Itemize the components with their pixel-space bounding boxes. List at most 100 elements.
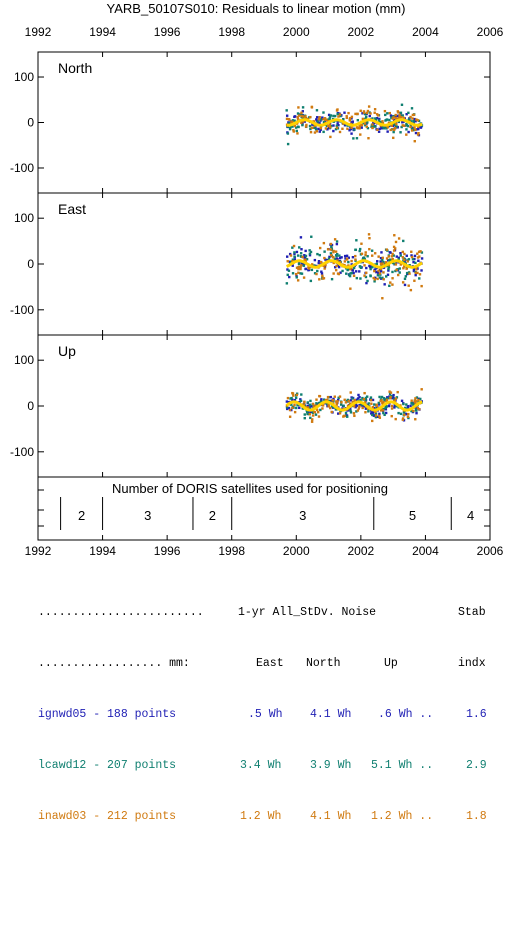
- residual-point-lcawd12: [359, 398, 362, 402]
- residual-point-lcawd12: [330, 405, 334, 408]
- residual-point-ignwd05: [395, 255, 398, 258]
- residual-point-lcawd12: [372, 124, 376, 128]
- residual-point-inawd03: [335, 264, 338, 268]
- residual-point-lcawd12: [407, 111, 410, 115]
- residual-point-inawd03: [379, 267, 383, 271]
- residual-point-lcawd12: [383, 413, 386, 417]
- residual-point-inawd03: [387, 255, 390, 258]
- residual-point-lcawd12: [301, 123, 304, 127]
- residual-point-inawd03: [410, 129, 414, 132]
- residual-point-lcawd12: [374, 415, 378, 419]
- residual-point-inawd03: [390, 404, 394, 408]
- panel-frame: [37, 334, 491, 478]
- residual-point-lcawd12: [359, 277, 362, 280]
- residual-point-lcawd12: [400, 103, 404, 106]
- residual-point-ignwd05: [409, 404, 412, 408]
- residual-point-lcawd12: [308, 124, 312, 128]
- residual-point-lcawd12: [305, 410, 309, 414]
- residual-point-lcawd12: [412, 128, 415, 132]
- residual-point-ignwd05: [355, 398, 359, 401]
- residual-point-inawd03: [416, 252, 419, 255]
- residual-point-inawd03: [343, 260, 347, 263]
- residual-point-inawd03: [358, 125, 361, 128]
- residual-point-lcawd12: [309, 399, 312, 403]
- residual-point-ignwd05: [310, 405, 313, 408]
- residual-point-inawd03: [366, 109, 370, 113]
- residual-point-inawd03: [398, 114, 401, 117]
- residual-point-ignwd05: [412, 260, 415, 264]
- residual-point-lcawd12: [322, 111, 325, 114]
- residual-point-ignwd05: [351, 269, 354, 272]
- residual-point-lcawd12: [295, 392, 299, 395]
- residual-point-lcawd12: [369, 267, 372, 271]
- satellite-panel-title: Number of DORIS satellites used for posi…: [112, 481, 388, 496]
- residual-point-lcawd12: [330, 245, 333, 249]
- residual-point-inawd03: [376, 277, 379, 281]
- residual-point-inawd03: [405, 267, 408, 270]
- residual-point-inawd03: [398, 115, 401, 119]
- residual-point-ignwd05: [348, 129, 351, 132]
- residual-point-inawd03: [336, 108, 339, 111]
- residual-point-inawd03: [377, 269, 380, 272]
- residual-point-ignwd05: [307, 268, 311, 272]
- north-value: 3.9 Wh: [310, 759, 352, 772]
- residual-point-inawd03: [360, 123, 364, 127]
- residual-point-ignwd05: [362, 405, 366, 408]
- residual-point-lcawd12: [367, 410, 370, 413]
- residual-point-inawd03: [381, 256, 384, 260]
- residual-point-inawd03: [327, 405, 330, 408]
- residual-point-inawd03: [346, 404, 350, 407]
- residual-point-lcawd12: [420, 251, 424, 254]
- residual-point-lcawd12: [378, 119, 381, 122]
- residual-point-inawd03: [368, 236, 371, 240]
- residual-point-ignwd05: [383, 283, 386, 286]
- residual-point-lcawd12: [412, 119, 415, 123]
- stab-value: 1.8: [466, 810, 487, 823]
- residual-point-inawd03: [333, 238, 337, 241]
- residual-point-inawd03: [288, 408, 292, 412]
- residual-point-lcawd12: [322, 121, 326, 124]
- residual-point-lcawd12: [313, 126, 316, 129]
- residual-point-lcawd12: [301, 407, 305, 410]
- residual-point-lcawd12: [386, 112, 389, 115]
- residual-point-inawd03: [314, 404, 317, 407]
- residual-point-ignwd05: [401, 121, 404, 124]
- residual-point-lcawd12: [334, 408, 338, 411]
- y-tick-label: 0: [27, 257, 34, 271]
- residual-point-ignwd05: [403, 260, 406, 264]
- residual-point-lcawd12: [371, 413, 374, 417]
- residual-point-inawd03: [311, 402, 315, 406]
- residual-point-inawd03: [338, 261, 342, 264]
- residual-point-inawd03: [378, 416, 382, 419]
- residual-point-inawd03: [413, 139, 416, 143]
- residual-point-inawd03: [310, 420, 314, 423]
- residual-point-lcawd12: [313, 272, 317, 275]
- residual-point-inawd03: [365, 111, 369, 115]
- residual-point-inawd03: [350, 266, 353, 270]
- residual-point-inawd03: [373, 269, 376, 273]
- residual-point-inawd03: [395, 268, 398, 272]
- residual-point-ignwd05: [405, 254, 408, 257]
- stats-header-2: .................. mm: East North Up ind…: [38, 655, 500, 672]
- residual-point-inawd03: [319, 126, 323, 130]
- bottom-year-tick-label: 2000: [283, 544, 310, 558]
- satellite-count-label: 2: [78, 508, 85, 523]
- residual-point-inawd03: [289, 254, 293, 257]
- residual-point-inawd03: [349, 402, 352, 405]
- residual-point-ignwd05: [415, 128, 419, 131]
- residual-point-inawd03: [354, 258, 357, 261]
- residual-point-inawd03: [349, 287, 352, 290]
- residual-point-inawd03: [360, 242, 363, 245]
- residual-point-lcawd12: [379, 120, 382, 124]
- residual-point-ignwd05: [357, 393, 360, 397]
- residual-point-inawd03: [322, 118, 325, 121]
- residual-point-lcawd12: [294, 126, 298, 129]
- residual-point-inawd03: [393, 247, 397, 250]
- residual-point-lcawd12: [295, 129, 298, 133]
- residual-point-lcawd12: [315, 109, 319, 112]
- residual-point-inawd03: [413, 399, 417, 402]
- residual-point-inawd03: [413, 279, 416, 282]
- residual-point-inawd03: [291, 406, 294, 410]
- stab-value: 2.9: [466, 759, 487, 772]
- residual-point-inawd03: [379, 409, 383, 412]
